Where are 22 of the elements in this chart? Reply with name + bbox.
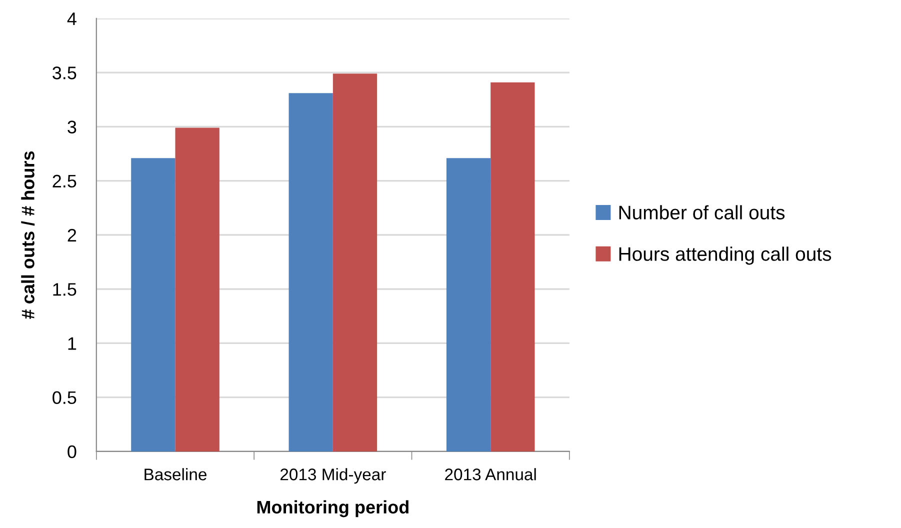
legend-label: Hours attending call outs [619,246,832,265]
bar [288,93,333,452]
y-tick-label: 0 [68,445,76,458]
y-tick-label: 2 [68,228,76,242]
y-tick-label: 2.5 [52,174,76,188]
x-tick-label: 2013 Annual [445,468,536,480]
legend-label: Number of call outs [619,205,785,220]
x-tick-label: Baseline [144,468,206,480]
y-tick-label: 3.5 [52,66,76,80]
y-tick-label: 3 [68,120,76,134]
y-tick-label: 4 [67,12,76,26]
y-axis-title: # call outs / # hours [21,151,35,319]
y-tick-label: 0.5 [52,391,76,404]
bar [332,74,378,452]
bar [446,158,491,452]
y-tick-label: 1 [68,337,76,350]
x-axis-title: Monitoring period [257,500,408,518]
bar [131,158,176,452]
y-tick-label: 1.5 [53,283,76,296]
x-tick-label: 2013 Mid-year [280,468,386,484]
bar [490,82,535,452]
bar [175,128,220,452]
